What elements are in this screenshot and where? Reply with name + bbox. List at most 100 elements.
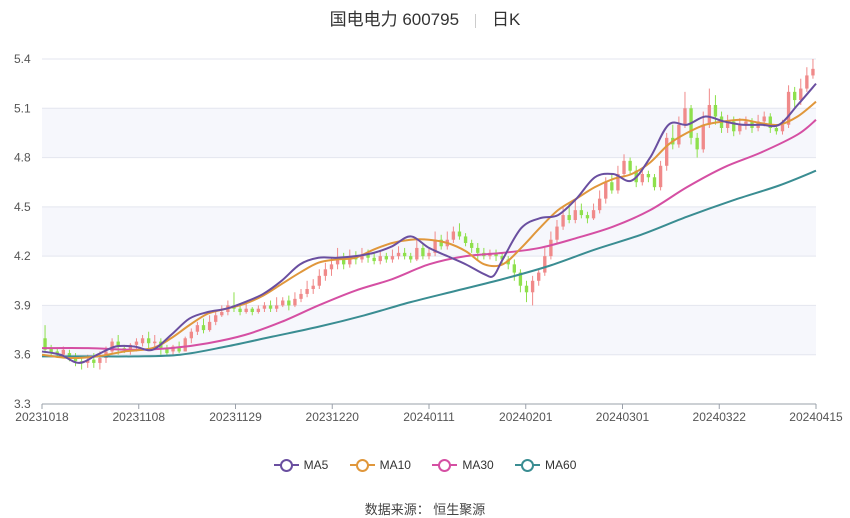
candle-body: [768, 116, 772, 128]
candle-body: [366, 254, 370, 258]
legend-ma30-swatch: [432, 458, 458, 472]
candle-body: [421, 247, 425, 257]
y-tick-label: 4.8: [14, 151, 31, 165]
candle-body: [500, 256, 504, 260]
candle-body: [713, 105, 718, 117]
candle-body: [110, 341, 114, 352]
candle-body: [658, 165, 663, 188]
candle-body: [402, 252, 407, 257]
candle-body: [311, 285, 315, 289]
y-tick-label: 4.2: [14, 249, 31, 263]
candle-body: [616, 174, 620, 191]
candle-body: [335, 259, 340, 265]
legend-ma60-swatch: [515, 458, 541, 472]
candle-body: [701, 124, 705, 150]
candle-body: [451, 231, 456, 240]
candle-body: [342, 259, 346, 265]
candle-body: [604, 182, 608, 199]
x-tick-label: 20240322: [693, 410, 747, 424]
candle-body: [683, 108, 687, 125]
candle-body: [390, 256, 395, 260]
legend-ma10-label: MA10: [379, 458, 411, 472]
legend-ma5-swatch: [273, 458, 299, 472]
candle-body: [725, 121, 730, 128]
candle-body: [207, 321, 212, 331]
candle-body: [238, 308, 242, 312]
legend-ma5[interactable]: MA5: [273, 458, 329, 472]
candle-body: [287, 300, 291, 306]
candle-body: [780, 124, 785, 132]
y-axis: 3.3 3.6 3.9 4.2 4.5 4.8 5.1 5.4: [14, 52, 31, 411]
candle-body: [153, 341, 157, 344]
candle-body: [549, 239, 553, 257]
candle-body: [585, 215, 590, 219]
candle-body: [86, 359, 90, 363]
candle-body: [329, 264, 334, 270]
legend-ma60-label: MA60: [545, 458, 577, 472]
candle-body: [427, 252, 431, 257]
candle-body: [792, 91, 797, 101]
candle-body: [774, 128, 779, 132]
candle-body: [707, 105, 712, 125]
candle-body: [677, 124, 681, 145]
candle-body: [396, 252, 401, 257]
candle-body: [524, 285, 529, 293]
candle-body: [469, 243, 474, 248]
candle-body: [177, 346, 181, 352]
candle-body: [786, 91, 791, 125]
candle-body: [555, 226, 559, 240]
candle-body: [201, 325, 206, 331]
chart-title: 国电电力 600795 日K: [0, 5, 850, 30]
ma-line-ma60: [42, 169, 817, 358]
candle-body: [415, 247, 419, 260]
y-tick-label: 3.6: [14, 348, 31, 362]
candle-body: [805, 75, 809, 89]
candle-body: [43, 338, 47, 350]
candle-body: [543, 256, 547, 273]
candlesticks: [43, 59, 815, 370]
candle-body: [299, 293, 303, 299]
candle-body: [293, 298, 297, 306]
candle-body: [220, 312, 224, 316]
candle-body: [622, 160, 626, 174]
grid-band: [42, 108, 816, 158]
x-axis: 20231018 20231108 20231129 20231220 20240111…: [15, 403, 843, 424]
grid-band: [42, 305, 816, 355]
candle-body: [116, 341, 120, 347]
candle-body: [165, 348, 169, 354]
candle-body: [98, 358, 102, 363]
legend-ma5-label: MA5: [303, 458, 329, 472]
candle-body: [61, 349, 66, 355]
candle-body: [762, 116, 766, 122]
y-tick-label: 3.9: [14, 298, 31, 312]
candle-body: [92, 359, 96, 363]
candle-body: [744, 121, 748, 125]
background-bands: [42, 108, 816, 355]
candle-body: [274, 305, 279, 309]
candle-body: [317, 275, 321, 286]
candle-body: [512, 264, 516, 273]
candle-body: [134, 341, 139, 345]
candle-body: [171, 346, 175, 352]
candle-body: [439, 239, 443, 247]
y-tick-label: 4.5: [14, 200, 31, 214]
stock-name: 国电电力 600795: [329, 10, 460, 29]
ma-line-ma5: [41, 82, 817, 364]
candle-body: [262, 305, 267, 309]
candle-body: [561, 215, 565, 227]
x-tick-label: 20231108: [113, 410, 166, 424]
legend-ma10-swatch: [349, 458, 375, 472]
candle-body: [494, 252, 498, 257]
legend-ma10[interactable]: MA10: [349, 458, 411, 472]
legend-ma60[interactable]: MA60: [515, 458, 576, 472]
candle-body: [360, 254, 364, 260]
data-source: 数据来源： 恒生聚源: [364, 502, 486, 517]
legend-ma30[interactable]: MA30: [432, 458, 494, 472]
candle-body: [281, 300, 285, 306]
candle-body: [305, 289, 309, 294]
candle-body: [537, 272, 541, 281]
candle-body: [665, 137, 669, 166]
y-tick-label: 5.1: [14, 101, 31, 115]
x-tick-label: 20231129: [209, 410, 262, 424]
